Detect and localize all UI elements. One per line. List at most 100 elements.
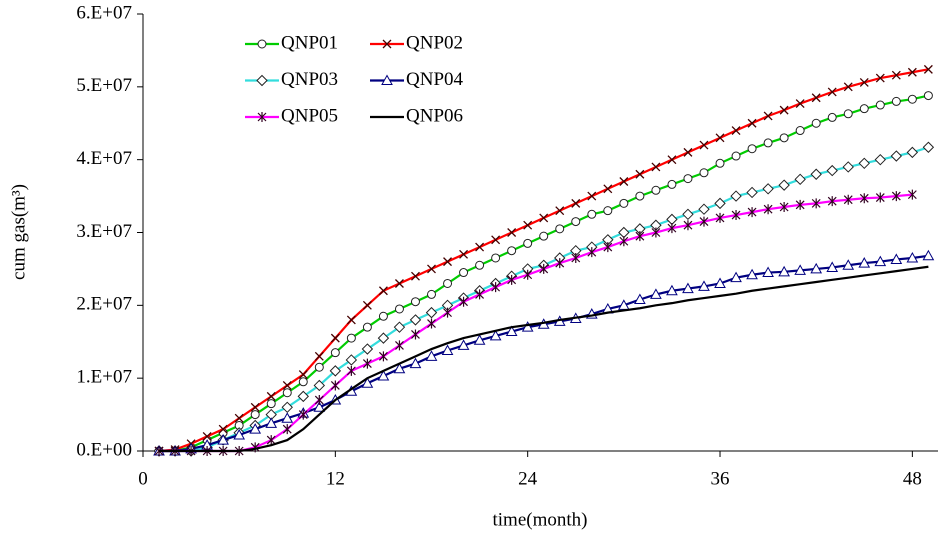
marker <box>361 377 374 388</box>
x-tick-label: 48 <box>903 468 922 489</box>
marker <box>361 343 374 355</box>
marker <box>587 209 597 219</box>
marker <box>731 126 741 135</box>
marker <box>362 358 372 369</box>
marker <box>682 282 694 294</box>
marker <box>443 257 452 267</box>
marker <box>667 223 677 234</box>
marker <box>618 226 630 239</box>
marker <box>874 153 887 166</box>
marker <box>217 434 229 445</box>
marker <box>763 111 773 121</box>
marker <box>491 282 501 293</box>
marker <box>425 350 438 361</box>
legend-label: QNP01 <box>281 32 338 53</box>
marker <box>795 199 805 210</box>
marker <box>714 277 726 288</box>
marker <box>747 118 757 128</box>
marker <box>313 379 326 392</box>
marker <box>459 268 469 278</box>
marker <box>377 369 390 381</box>
marker <box>763 204 773 215</box>
marker <box>521 321 534 332</box>
marker <box>715 212 725 223</box>
marker <box>441 344 454 355</box>
marker <box>298 409 308 420</box>
marker <box>714 197 726 210</box>
marker <box>746 186 758 199</box>
marker <box>378 311 388 321</box>
marker <box>234 413 244 423</box>
marker <box>779 105 789 115</box>
marker <box>218 424 228 434</box>
marker <box>922 141 935 153</box>
marker <box>378 351 388 362</box>
marker <box>635 231 645 242</box>
marker <box>346 365 356 376</box>
marker <box>827 112 837 122</box>
marker <box>381 74 393 85</box>
marker <box>795 126 805 136</box>
marker <box>330 380 340 391</box>
marker <box>651 227 661 238</box>
marker <box>362 322 372 332</box>
marker <box>282 424 292 435</box>
marker <box>475 289 485 300</box>
marker <box>827 87 837 97</box>
marker <box>475 260 485 270</box>
marker <box>795 99 805 109</box>
marker <box>256 74 268 87</box>
marker <box>346 333 356 343</box>
marker <box>382 39 392 49</box>
series-line <box>159 254 929 453</box>
marker <box>314 351 324 361</box>
marker <box>730 271 742 283</box>
marker <box>523 220 533 230</box>
marker <box>393 321 406 333</box>
marker <box>266 391 276 401</box>
marker <box>858 157 870 170</box>
y-tick-label: 1.E+07 <box>76 367 132 388</box>
legend-label: QNP06 <box>406 105 463 126</box>
series-line <box>159 265 929 453</box>
marker <box>843 109 853 119</box>
marker <box>778 179 790 191</box>
marker <box>603 242 613 253</box>
marker <box>395 340 404 351</box>
marker <box>394 279 404 288</box>
marker <box>923 64 933 74</box>
marker <box>650 288 662 299</box>
marker <box>265 417 278 428</box>
marker <box>699 216 709 227</box>
marker <box>411 271 420 281</box>
marker <box>250 410 260 420</box>
legend-label: QNP05 <box>281 105 338 126</box>
marker <box>907 94 917 104</box>
marker <box>698 203 710 215</box>
marker <box>683 147 693 157</box>
marker <box>427 264 436 274</box>
marker <box>314 362 324 372</box>
marker <box>906 251 919 263</box>
marker <box>394 304 404 314</box>
marker <box>409 357 422 369</box>
marker <box>539 213 549 223</box>
marker <box>619 177 629 186</box>
marker <box>651 162 661 172</box>
marker <box>874 255 887 267</box>
series-line <box>159 193 913 453</box>
marker <box>827 196 837 207</box>
marker <box>683 220 693 231</box>
marker <box>842 161 854 173</box>
marker <box>571 252 581 263</box>
marker <box>571 217 581 227</box>
marker <box>875 73 885 83</box>
marker <box>923 91 933 101</box>
marker <box>875 192 885 203</box>
marker <box>810 168 822 180</box>
marker <box>858 257 871 268</box>
marker <box>427 289 437 299</box>
marker <box>826 261 839 272</box>
y-tick-label: 4.E+07 <box>76 148 132 169</box>
